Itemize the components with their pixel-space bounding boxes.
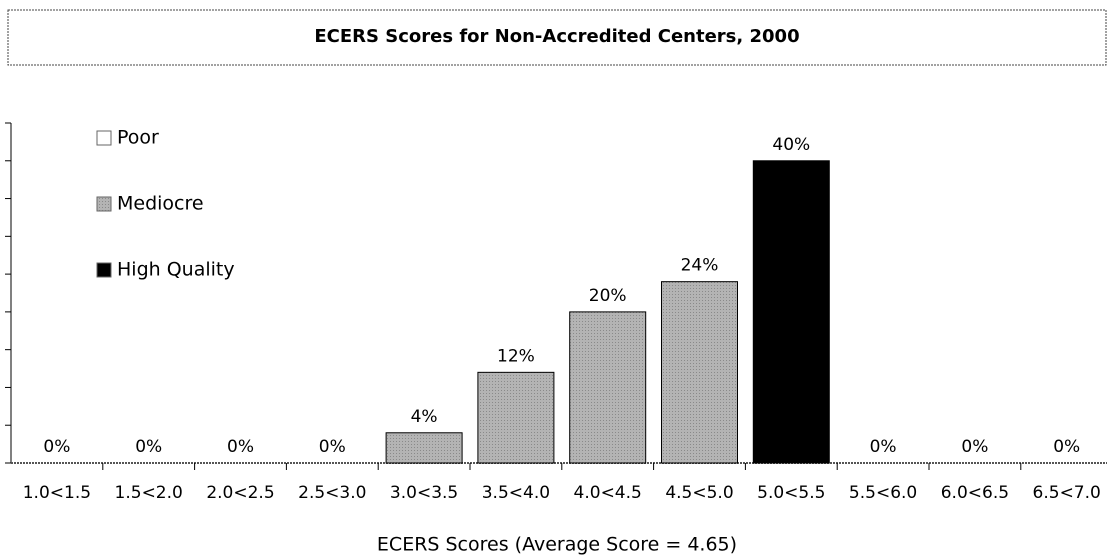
chart-title: ECERS Scores for Non-Accredited Centers,… (314, 26, 799, 47)
value-label: 24% (681, 256, 719, 276)
bar (661, 281, 738, 464)
bar (477, 371, 555, 464)
value-label: 4% (411, 407, 438, 427)
x-tick-label: 6.5<7.0 (1033, 483, 1101, 503)
value-label: 12% (497, 346, 535, 366)
legend-swatch (96, 130, 112, 146)
value-label: 0% (43, 437, 70, 457)
title-box (7, 9, 1107, 66)
value-label: 0% (135, 437, 162, 457)
x-tick-label: 2.5<3.0 (298, 483, 366, 503)
x-tick-label: 4.0<4.5 (574, 483, 642, 503)
x-tick-label: 5.5<6.0 (849, 483, 917, 503)
value-label: 40% (772, 135, 810, 155)
x-tick-label: 6.0<6.5 (941, 483, 1009, 503)
x-axis-label: ECERS Scores (Average Score = 4.65) (377, 534, 737, 556)
value-label: 0% (1053, 437, 1080, 457)
legend-swatch (96, 196, 112, 212)
x-tick-label: 1.0<1.5 (23, 483, 91, 503)
legend-swatch (96, 262, 112, 278)
legend-label: Poor (117, 127, 159, 149)
value-label: 0% (319, 437, 346, 457)
legend-label: High Quality (117, 259, 235, 281)
x-tick-label: 3.5<4.0 (482, 483, 550, 503)
value-label: 0% (227, 437, 254, 457)
bar (752, 160, 830, 464)
x-tick-label: 3.0<3.5 (390, 483, 458, 503)
value-label: 0% (870, 437, 897, 457)
legend-label: Mediocre (117, 193, 204, 215)
bar (385, 432, 463, 464)
x-tick-label: 4.5<5.0 (665, 483, 733, 503)
x-tick-label: 1.5<2.0 (115, 483, 183, 503)
x-tick-label: 5.0<5.5 (757, 483, 825, 503)
x-tick-label: 2.0<2.5 (206, 483, 274, 503)
bar (569, 311, 647, 464)
value-label: 20% (589, 286, 627, 306)
value-label: 0% (961, 437, 988, 457)
